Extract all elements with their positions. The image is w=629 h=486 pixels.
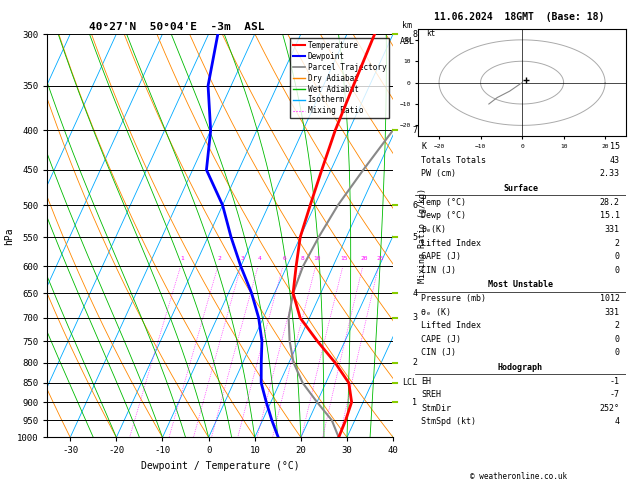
Text: 40°27'N  50°04'E  -3m  ASL: 40°27'N 50°04'E -3m ASL: [89, 22, 264, 32]
Text: StmDir: StmDir: [421, 404, 452, 413]
Text: 2: 2: [218, 256, 221, 260]
Text: 3: 3: [241, 256, 245, 260]
Text: CIN (J): CIN (J): [421, 266, 457, 275]
Text: 0: 0: [615, 348, 620, 357]
Text: Lifted Index: Lifted Index: [421, 321, 481, 330]
Text: 2: 2: [615, 239, 620, 247]
Text: SREH: SREH: [421, 390, 442, 399]
Text: 4: 4: [615, 417, 620, 426]
Text: Hodograph: Hodograph: [498, 363, 543, 372]
Y-axis label: hPa: hPa: [4, 227, 14, 244]
Text: 6: 6: [282, 256, 286, 260]
Text: CAPE (J): CAPE (J): [421, 252, 462, 261]
Text: 8: 8: [412, 30, 417, 38]
Text: θₑ(K): θₑ(K): [421, 225, 447, 234]
Text: -7: -7: [610, 390, 620, 399]
Text: PW (cm): PW (cm): [421, 170, 457, 178]
Text: Most Unstable: Most Unstable: [488, 280, 553, 289]
Text: 11.06.2024  18GMT  (Base: 18): 11.06.2024 18GMT (Base: 18): [434, 12, 604, 22]
Text: 331: 331: [604, 225, 620, 234]
Text: 28.2: 28.2: [599, 198, 620, 207]
Text: θₑ (K): θₑ (K): [421, 308, 452, 316]
Text: 4: 4: [258, 256, 262, 260]
Text: 43: 43: [610, 156, 620, 165]
Text: EH: EH: [421, 377, 431, 385]
Text: 5: 5: [412, 233, 417, 242]
Text: 15: 15: [340, 256, 348, 260]
Text: ASL: ASL: [400, 37, 415, 46]
Legend: Temperature, Dewpoint, Parcel Trajectory, Dry Adiabat, Wet Adiabat, Isotherm, Mi: Temperature, Dewpoint, Parcel Trajectory…: [290, 38, 389, 119]
Text: K: K: [421, 142, 426, 151]
Text: LCL: LCL: [402, 379, 417, 387]
Text: CIN (J): CIN (J): [421, 348, 457, 357]
Text: CAPE (J): CAPE (J): [421, 335, 462, 344]
Text: Pressure (mb): Pressure (mb): [421, 294, 486, 303]
Text: 4: 4: [412, 289, 417, 297]
Text: 2: 2: [412, 358, 417, 367]
Text: 0: 0: [615, 252, 620, 261]
X-axis label: Dewpoint / Temperature (°C): Dewpoint / Temperature (°C): [141, 461, 299, 471]
Text: 20: 20: [360, 256, 368, 260]
Text: Surface: Surface: [503, 184, 538, 193]
Text: Mixing Ratio (g/kg): Mixing Ratio (g/kg): [418, 188, 426, 283]
Text: 252°: 252°: [599, 404, 620, 413]
Text: 7: 7: [412, 126, 417, 135]
Text: 2: 2: [615, 321, 620, 330]
Text: 10: 10: [313, 256, 321, 260]
Text: 15: 15: [610, 142, 620, 151]
Text: 1: 1: [181, 256, 184, 260]
Text: 0: 0: [615, 266, 620, 275]
Text: © weatheronline.co.uk: © weatheronline.co.uk: [470, 472, 567, 481]
Text: 3: 3: [412, 313, 417, 322]
Text: 0: 0: [615, 335, 620, 344]
Text: Dewp (°C): Dewp (°C): [421, 211, 467, 220]
Text: 1012: 1012: [599, 294, 620, 303]
Text: 2.33: 2.33: [599, 170, 620, 178]
Text: km: km: [403, 21, 412, 30]
Text: 8: 8: [301, 256, 304, 260]
Text: Totals Totals: Totals Totals: [421, 156, 486, 165]
Text: StmSpd (kt): StmSpd (kt): [421, 417, 476, 426]
Text: -1: -1: [610, 377, 620, 385]
Text: Lifted Index: Lifted Index: [421, 239, 481, 247]
Text: 331: 331: [604, 308, 620, 316]
Text: kt: kt: [426, 29, 436, 37]
Text: 1: 1: [412, 398, 417, 407]
Text: Temp (°C): Temp (°C): [421, 198, 467, 207]
Text: 15.1: 15.1: [599, 211, 620, 220]
Text: 25: 25: [376, 256, 384, 260]
Text: 6: 6: [412, 201, 417, 209]
